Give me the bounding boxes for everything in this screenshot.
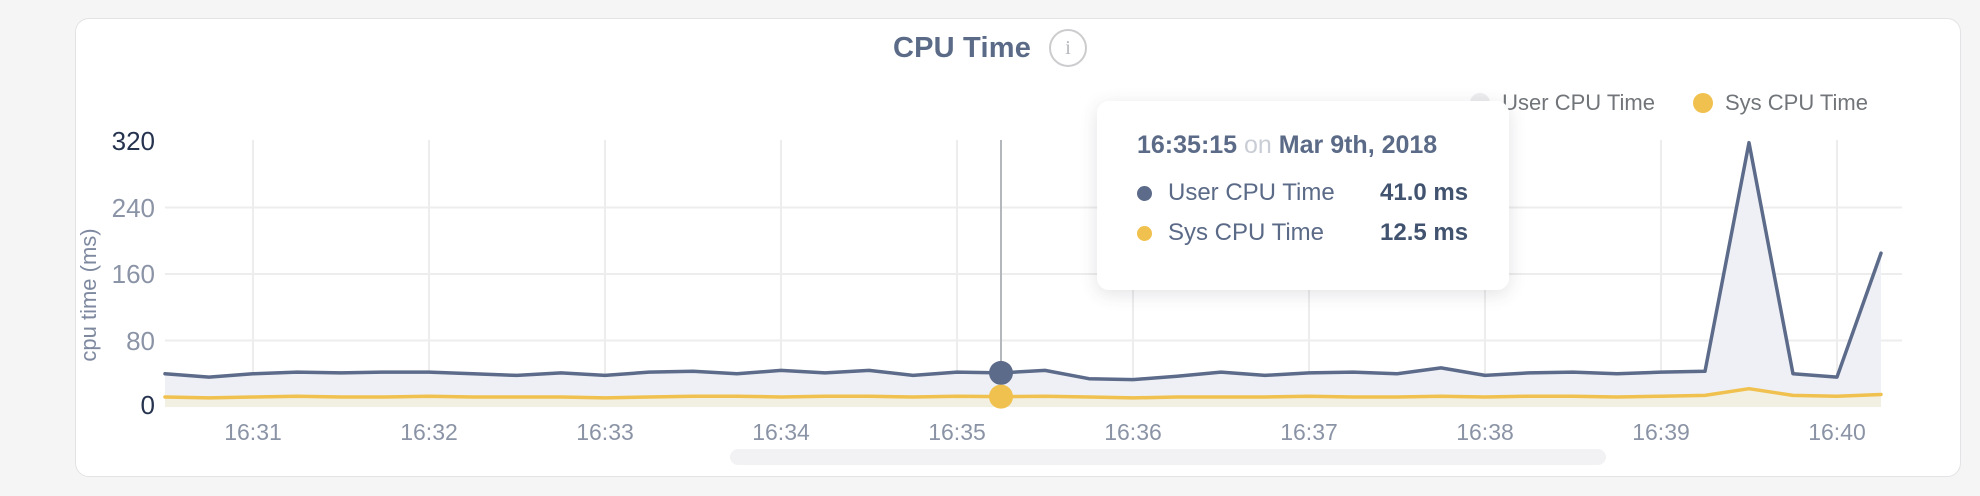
x-tick: 16:35	[928, 419, 986, 445]
x-tick: 16:33	[576, 419, 634, 445]
tooltip-time: 16:35:15	[1137, 131, 1238, 159]
tooltip-row-sys: Sys CPU Time 12.5 ms	[1137, 213, 1481, 253]
x-tick: 16:32	[400, 419, 458, 445]
tooltip-sys-label: Sys CPU Time	[1168, 219, 1325, 246]
tooltip-header: 16:35:15 on Mar 9th, 2018	[1137, 131, 1481, 160]
x-tick: 16:36	[1104, 419, 1162, 445]
chart-legend: User CPU Time Sys CPU Time	[1470, 90, 1868, 116]
y-tick-240: 240	[111, 193, 155, 223]
y-tick-0: 0	[140, 390, 155, 420]
tooltip-date: Mar 9th, 2018	[1278, 131, 1438, 159]
y-tick-320: 320	[111, 126, 155, 156]
legend-item-user[interactable]: User CPU Time	[1470, 90, 1655, 116]
x-tick: 16:39	[1632, 419, 1690, 445]
info-icon[interactable]: i	[1049, 29, 1088, 67]
y-tick-160: 160	[111, 259, 155, 289]
tooltip-user-value: 41.0 ms	[1380, 179, 1469, 206]
chart-header: CPU Time i	[0, 29, 1980, 67]
page-title: CPU Time	[892, 31, 1032, 64]
x-tick: 16:40	[1808, 419, 1866, 445]
sys-series-dot-icon	[1692, 93, 1713, 113]
tooltip-sys-value: 12.5 ms	[1380, 219, 1469, 246]
time-range-scrollbar[interactable]	[730, 449, 1606, 465]
y-axis-title: cpu time (ms)	[76, 228, 101, 362]
legend-sys-label: Sys CPU Time	[1724, 90, 1868, 115]
sys-series-dot-icon	[1137, 225, 1152, 241]
chart-tooltip: 16:35:15 on Mar 9th, 2018 User CPU Time …	[1097, 101, 1509, 290]
user-series-dot-icon	[1137, 185, 1152, 201]
x-tick: 16:31	[224, 419, 282, 445]
tooltip-on-word: on	[1244, 131, 1272, 159]
tooltip-user-label: User CPU Time	[1168, 179, 1335, 206]
legend-user-label: User CPU Time	[1502, 90, 1655, 115]
x-tick: 16:34	[752, 419, 810, 445]
tooltip-row-user: User CPU Time 41.0 ms	[1137, 173, 1481, 213]
y-tick-80: 80	[126, 326, 155, 356]
legend-item-sys[interactable]: Sys CPU Time	[1692, 90, 1868, 116]
x-tick: 16:38	[1456, 419, 1514, 445]
x-tick: 16:37	[1280, 419, 1338, 445]
